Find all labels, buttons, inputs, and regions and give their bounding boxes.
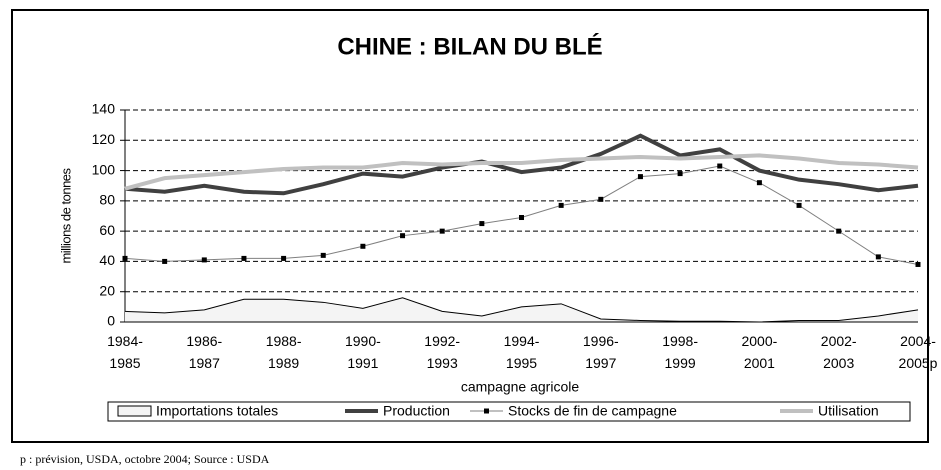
area <box>125 297 918 322</box>
x-tick-label: 1990-1991 <box>345 333 381 371</box>
legend-label: Importations totales <box>156 403 278 419</box>
y-tick-label: 60 <box>99 222 115 238</box>
legend-box <box>107 401 911 422</box>
y-tick-label: 120 <box>92 131 116 147</box>
y-tick-label: 80 <box>99 192 115 208</box>
x-tick-label: 2002-2003 <box>821 333 857 371</box>
x-tick-label: 1998-1999 <box>662 333 698 371</box>
marker <box>558 202 564 208</box>
legend-label: Stocks de fin de campagne <box>508 403 677 419</box>
marker <box>201 257 207 263</box>
chart-frame <box>11 9 929 443</box>
line <box>124 153 919 191</box>
marker <box>677 171 683 177</box>
y-tick-label: 20 <box>99 282 115 298</box>
marker <box>915 261 921 267</box>
marker <box>360 243 366 249</box>
x-axis-label: campagne agricole <box>461 379 580 395</box>
y-axis-label: millions de tonnes <box>58 167 73 263</box>
marker <box>241 255 247 261</box>
marker <box>875 254 881 260</box>
marker <box>281 255 287 261</box>
marker <box>796 202 802 208</box>
marker <box>519 215 524 221</box>
marker <box>162 258 168 264</box>
x-tick-label: 2004-2005p <box>899 333 938 371</box>
marker <box>122 255 128 261</box>
marker <box>400 233 406 239</box>
legend-marker <box>484 408 489 414</box>
line <box>124 133 919 196</box>
marker <box>320 252 326 258</box>
y-tick-label: 100 <box>92 161 116 177</box>
y-tick-label: 0 <box>107 313 115 329</box>
chart-title: CHINE : BILAN DU BLÉ <box>337 32 602 60</box>
y-tick-label: 40 <box>99 252 115 268</box>
x-tick-label: 1994-1995 <box>504 333 540 371</box>
y-tick-label: 140 <box>92 101 116 117</box>
x-tick-label: 1992-1993 <box>424 333 460 371</box>
marker <box>598 196 604 202</box>
legend-label: Production <box>383 403 450 419</box>
footnote: p : prévision, USDA, octobre 2004; Sourc… <box>20 452 270 466</box>
marker <box>717 163 723 169</box>
marker <box>756 180 762 186</box>
area-outline <box>124 297 919 323</box>
legend-label: Utilisation <box>818 403 879 419</box>
marker <box>637 174 643 180</box>
x-tick-label: 2000-2001 <box>741 333 777 371</box>
x-tick-label: 1988-1989 <box>266 333 302 371</box>
legend-swatch <box>117 405 152 417</box>
x-tick-label: 1986-1987 <box>186 333 222 371</box>
marker <box>479 221 485 227</box>
marker <box>836 228 842 234</box>
x-tick-label: 1984-1985 <box>107 333 143 371</box>
marker <box>439 228 445 234</box>
x-tick-label: 1996-1997 <box>583 333 619 371</box>
